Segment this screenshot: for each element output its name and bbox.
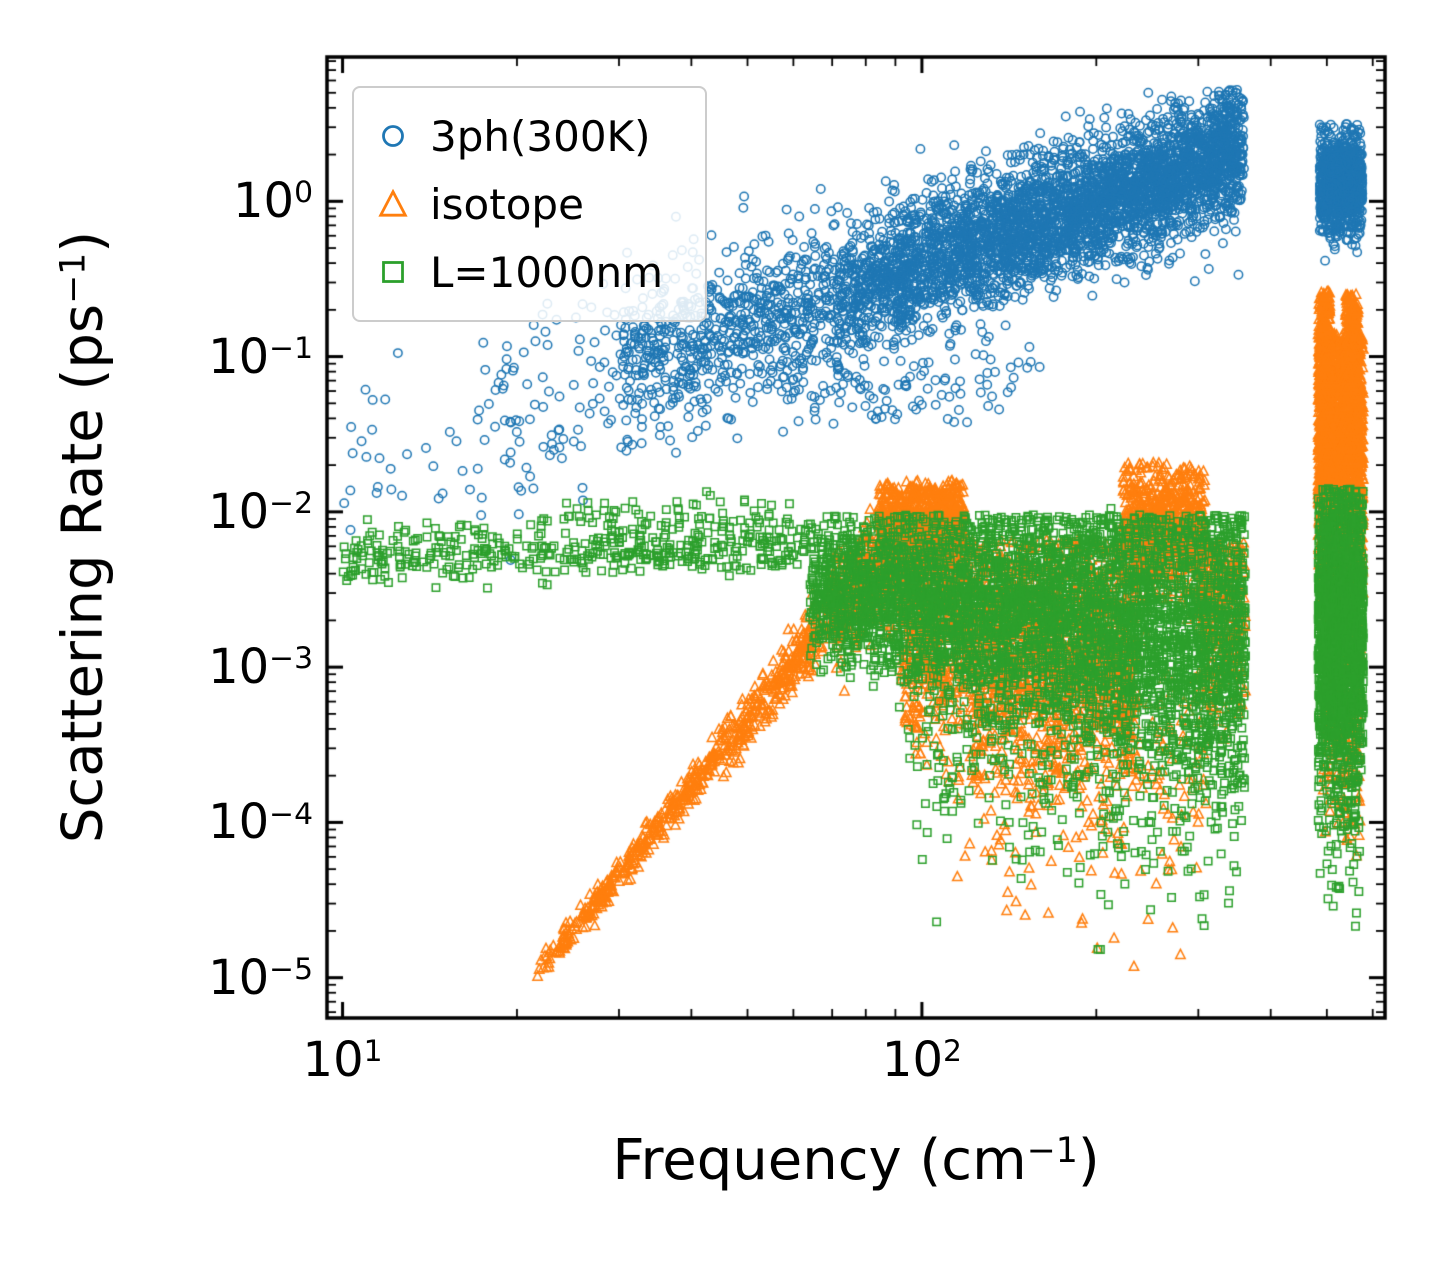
legend-label-boundary: isotope	[430, 179, 584, 229]
x-tick-label: 101	[302, 1032, 383, 1088]
y-tick-label: 10−5	[208, 949, 313, 1006]
legend-item-3ph: 3ph(300K)	[374, 102, 663, 170]
x-axis-label-superscript: −1	[1026, 1130, 1078, 1171]
legend-item-isotope: isotope	[374, 170, 663, 238]
x-axis-label-close: )	[1077, 1128, 1100, 1193]
legend: 3ph(300K) isotope L=1000nm	[352, 86, 708, 322]
y-axis-label-close: )	[50, 230, 116, 253]
y-tick-label: 10−2	[208, 483, 313, 540]
legend-label-3ph: 3ph(300K)	[430, 111, 651, 161]
triangle-marker-icon	[378, 188, 408, 217]
circle-marker-icon	[382, 125, 404, 147]
y-tick-label: 10−4	[208, 794, 313, 851]
x-axis-label: Frequency (cm−1)	[612, 1128, 1099, 1193]
x-tick-label: 102	[881, 1032, 962, 1088]
x-axis-label-text: Frequency (cm	[612, 1128, 1027, 1193]
y-axis-label: Scattering Rate (ps−1)	[51, 231, 116, 843]
square-marker-icon	[382, 261, 404, 283]
y-axis-label-text: Scattering Rate (ps	[50, 303, 116, 844]
legend-item-L1000nm: L=1000nm	[374, 238, 663, 306]
y-tick-label: 10−3	[208, 639, 313, 696]
y-tick-label: 10−1	[208, 328, 313, 385]
legend-label-length: L=1000nm	[430, 247, 664, 297]
y-tick-label: 100	[232, 173, 313, 230]
y-axis-label-superscript: −1	[53, 252, 94, 304]
